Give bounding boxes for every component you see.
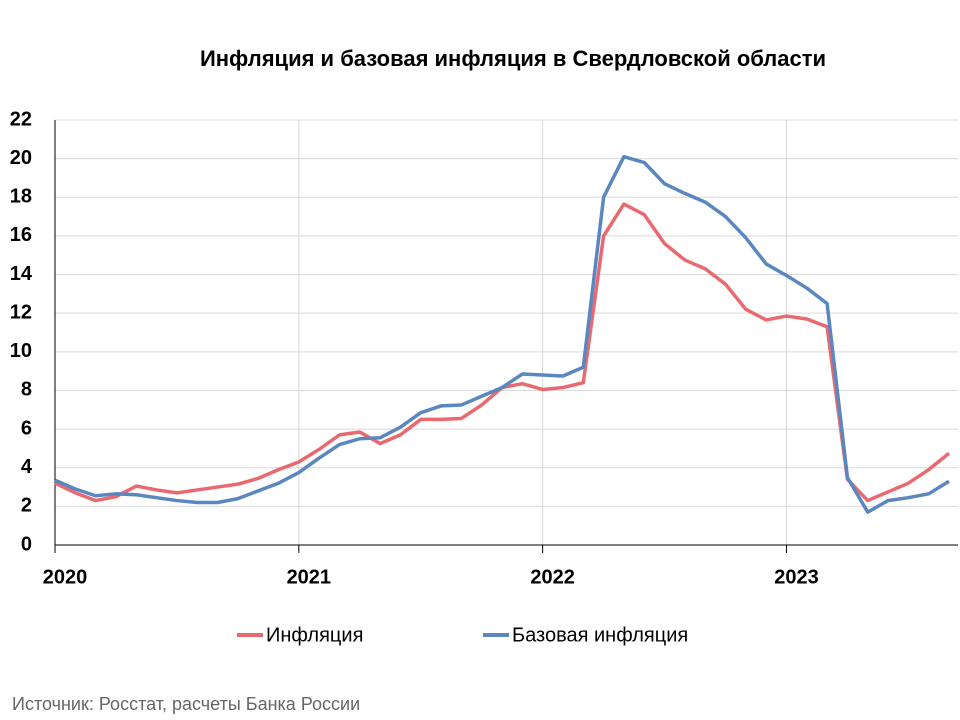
y-tick-label: 18 [10,186,32,208]
y-tick-label: 6 [21,417,32,439]
y-tick-label: 12 [10,301,32,323]
x-tick-label: 2022 [530,566,575,588]
y-tick-label: 2 [21,495,32,517]
y-tick-label: 22 [10,108,32,130]
y-tick-label: 4 [21,456,33,478]
legend-label: Базовая инфляция [512,624,688,646]
y-tick-label: 10 [10,340,32,362]
x-tick-label: 2020 [43,566,88,588]
y-tick-label: 8 [21,379,32,401]
y-tick-label: 16 [10,224,32,246]
y-tick-label: 0 [21,533,32,555]
legend-label: Инфляция [266,624,363,646]
data-line [54,154,950,514]
chart-title: Инфляция и базовая инфляция в Свердловск… [200,46,826,71]
x-tick-label: 2021 [287,566,332,588]
x-tick-label: 2023 [774,566,819,588]
y-tick-label: 20 [10,147,32,169]
y-tick-label: 14 [10,263,33,285]
source: Источник: Росстат, расчеты Банка России [12,694,360,714]
